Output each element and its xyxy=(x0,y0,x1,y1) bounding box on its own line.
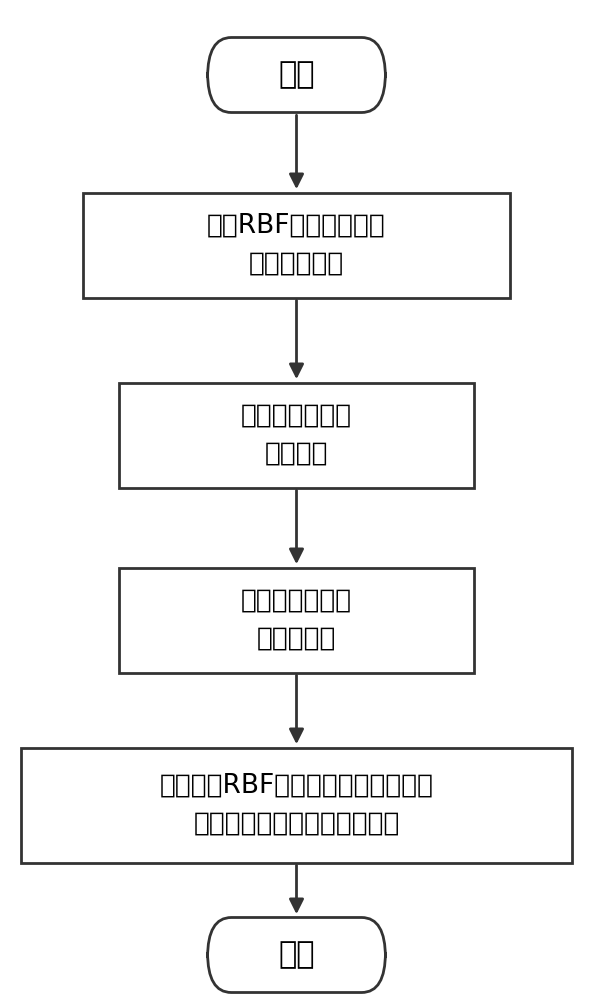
FancyBboxPatch shape xyxy=(119,383,474,488)
Text: 利用RBF神经网络拟合
水声通讯数据: 利用RBF神经网络拟合 水声通讯数据 xyxy=(207,213,386,277)
FancyBboxPatch shape xyxy=(21,748,572,862)
Text: 修正水声通讯数
据对应时间: 修正水声通讯数 据对应时间 xyxy=(241,588,352,652)
Text: 再次利用RBF神经网络拟合水声通讯
数据，与无线电数据完成同步: 再次利用RBF神经网络拟合水声通讯 数据，与无线电数据完成同步 xyxy=(160,773,433,837)
FancyBboxPatch shape xyxy=(119,568,474,672)
Text: 计算数据对应的
延迟时间: 计算数据对应的 延迟时间 xyxy=(241,403,352,467)
FancyBboxPatch shape xyxy=(83,192,510,298)
Text: 开始: 开始 xyxy=(278,60,315,90)
FancyBboxPatch shape xyxy=(208,918,385,992)
Text: 结束: 结束 xyxy=(278,940,315,970)
FancyBboxPatch shape xyxy=(208,37,385,112)
